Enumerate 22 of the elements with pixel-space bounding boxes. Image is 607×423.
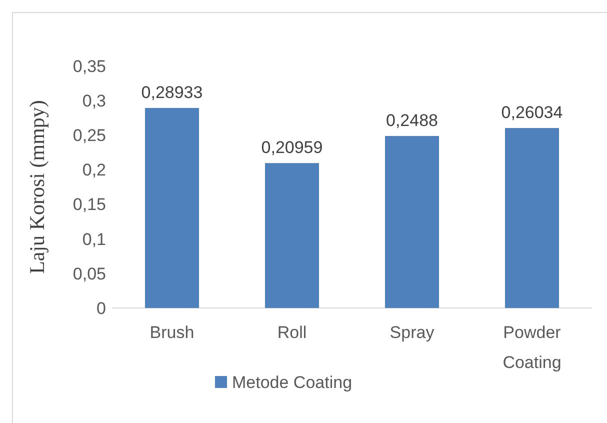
y-tick-label: 0,15 <box>72 195 106 214</box>
data-label: 0,28933 <box>141 82 203 102</box>
y-tick-label: 0,25 <box>72 126 106 146</box>
bar <box>145 108 199 308</box>
y-tick-label: 0,35 <box>72 56 106 76</box>
x-tick-label: Roll <box>277 323 307 342</box>
y-tick-label: 0,1 <box>82 230 106 249</box>
x-tick-label: Powder Coating <box>502 323 562 372</box>
data-label: 0,26034 <box>501 102 563 122</box>
y-tick-label: 0,3 <box>82 92 106 111</box>
x-tick-label: Brush <box>150 323 194 342</box>
bar <box>505 128 559 308</box>
x-tick-label: Spray <box>390 323 435 342</box>
bar <box>385 136 439 308</box>
data-label: 0,20959 <box>261 138 323 158</box>
y-tick-label: 0,05 <box>72 264 106 284</box>
legend-label: Metode Coating <box>232 372 352 392</box>
y-tick-label: 0,2 <box>82 160 106 180</box>
data-label: 0,2488 <box>386 110 438 130</box>
y-tick-label: 0 <box>96 298 106 318</box>
y-axis-title: Laju Korosi (mmpy) <box>25 100 49 274</box>
bar <box>265 163 319 308</box>
